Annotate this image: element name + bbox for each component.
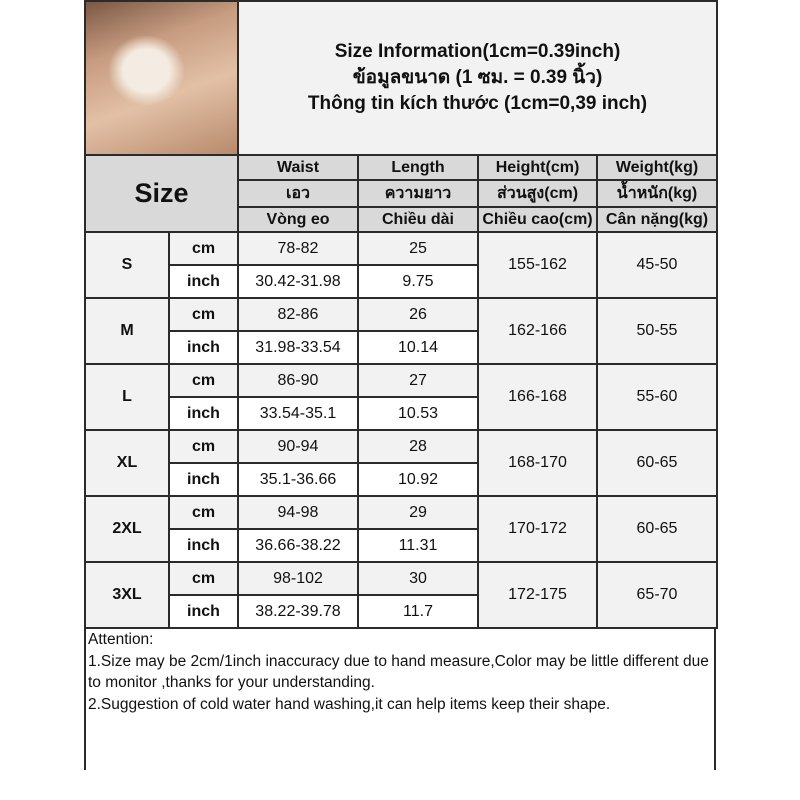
header-weight-en: Weight(kg): [596, 154, 718, 181]
table-row-inch: inch 31.98-33.54 10.14: [85, 330, 717, 365]
header-height-en: Height(cm): [477, 154, 598, 181]
unit-cm: cm: [168, 297, 239, 332]
attention-heading: Attention:: [88, 631, 154, 648]
header-length-vi: Chiều dài: [357, 206, 479, 233]
size-label: L: [84, 363, 170, 431]
waist-inch: 36.66-38.22: [237, 528, 359, 563]
length-inch: 11.31: [357, 528, 479, 563]
table-row-cm: S cm 78-82 25 155-162 45-50: [84, 231, 718, 299]
height-value: 172-175: [477, 561, 598, 629]
length-cm: 29: [357, 495, 479, 530]
table-row-cm: L cm 86-90 27 166-168 55-60: [84, 363, 718, 431]
weight-value: 45-50: [596, 231, 718, 299]
header-length-th: ความยาว: [357, 179, 479, 208]
title-thai: ข้อมูลขนาด (1 ซม. = 0.39 นิ้ว): [352, 67, 603, 88]
weight-value: 55-60: [596, 363, 718, 431]
header-height-vi: Chiều cao(cm): [477, 206, 598, 233]
waist-inch: 38.22-39.78: [237, 594, 359, 629]
table-row-cm: XL cm 90-94 28 168-170 60-65: [84, 429, 718, 497]
unit-cm: cm: [168, 363, 239, 398]
length-inch: 10.92: [357, 462, 479, 497]
unit-inch: inch: [168, 594, 239, 629]
table-row-inch: inch 36.66-38.22 11.31: [85, 528, 717, 563]
size-header: Size: [84, 154, 239, 233]
title-block: Size Information(1cm=0.39inch) ข้อมูลขนา…: [237, 0, 718, 156]
height-value: 170-172: [477, 495, 598, 563]
length-inch: 10.14: [357, 330, 479, 365]
length-inch: 10.53: [357, 396, 479, 431]
waist-inch: 30.42-31.98: [237, 264, 359, 299]
attention-note-2: 2.Suggestion of cold water hand washing,…: [88, 695, 611, 713]
header-weight-th: น้ำหนัก(kg): [596, 179, 718, 208]
waist-cm: 90-94: [237, 429, 359, 464]
height-value: 155-162: [477, 231, 598, 299]
size-label: XL: [84, 429, 170, 497]
waist-inch: 31.98-33.54: [237, 330, 359, 365]
waist-cm: 94-98: [237, 495, 359, 530]
height-value: 168-170: [477, 429, 598, 497]
table-row-inch: inch 35.1-36.66 10.92: [85, 462, 717, 497]
weight-value: 60-65: [596, 429, 718, 497]
weight-value: 65-70: [596, 561, 718, 629]
size-label: 2XL: [84, 495, 170, 563]
size-chart: Size Information(1cm=0.39inch) ข้อมูลขนา…: [84, 0, 718, 800]
unit-cm: cm: [168, 561, 239, 596]
weight-value: 50-55: [596, 297, 718, 365]
header-height-th: ส่วนสูง(cm): [477, 179, 598, 208]
size-label: S: [84, 231, 170, 299]
table-row-cm: 3XL cm 98-102 30 172-175 65-70: [84, 561, 718, 629]
unit-inch: inch: [168, 462, 239, 497]
weight-value: 60-65: [596, 495, 718, 563]
height-value: 162-166: [477, 297, 598, 365]
length-cm: 26: [357, 297, 479, 332]
table-row-cm: M cm 82-86 26 162-166 50-55: [84, 297, 718, 365]
title-vietnamese: Thông tin kích thước (1cm=0,39 inch): [307, 93, 648, 114]
header-weight-vi: Cân nặng(kg): [596, 206, 718, 233]
waist-cm: 98-102: [237, 561, 359, 596]
size-table: Size Information(1cm=0.39inch) ข้อมูลขนา…: [84, 0, 718, 629]
length-cm: 30: [357, 561, 479, 596]
table-row-inch: inch 33.54-35.1 10.53: [85, 396, 717, 431]
length-inch: 9.75: [357, 264, 479, 299]
unit-cm: cm: [168, 495, 239, 530]
waist-cm: 78-82: [237, 231, 359, 266]
table-row-inch: inch 30.42-31.98 9.75: [85, 264, 717, 299]
length-cm: 27: [357, 363, 479, 398]
product-photo: [84, 0, 239, 156]
length-cm: 25: [357, 231, 479, 266]
height-value: 166-168: [477, 363, 598, 431]
waist-cm: 86-90: [237, 363, 359, 398]
header-waist-vi: Vòng eo: [237, 206, 359, 233]
waist-inch: 35.1-36.66: [237, 462, 359, 497]
header-waist-th: เอว: [237, 179, 359, 208]
attention-section: Attention: 1.Size may be 2cm/1inch inacc…: [84, 629, 716, 770]
waist-cm: 82-86: [237, 297, 359, 332]
length-inch: 11.7: [357, 594, 479, 629]
length-cm: 28: [357, 429, 479, 464]
size-label: M: [84, 297, 170, 365]
title-english: Size Information(1cm=0.39inch): [334, 41, 621, 62]
size-label: 3XL: [84, 561, 170, 629]
table-row-inch: inch 38.22-39.78 11.7: [85, 594, 717, 629]
unit-inch: inch: [168, 264, 239, 299]
unit-inch: inch: [168, 396, 239, 431]
table-row-cm: 2XL cm 94-98 29 170-172 60-65: [84, 495, 718, 563]
unit-inch: inch: [168, 528, 239, 563]
unit-cm: cm: [168, 429, 239, 464]
waist-inch: 33.54-35.1: [237, 396, 359, 431]
unit-inch: inch: [168, 330, 239, 365]
header-waist-en: Waist: [237, 154, 359, 181]
header-length-en: Length: [357, 154, 479, 181]
attention-note-1: 1.Size may be 2cm/1inch inaccuracy due t…: [88, 652, 709, 692]
unit-cm: cm: [168, 231, 239, 266]
